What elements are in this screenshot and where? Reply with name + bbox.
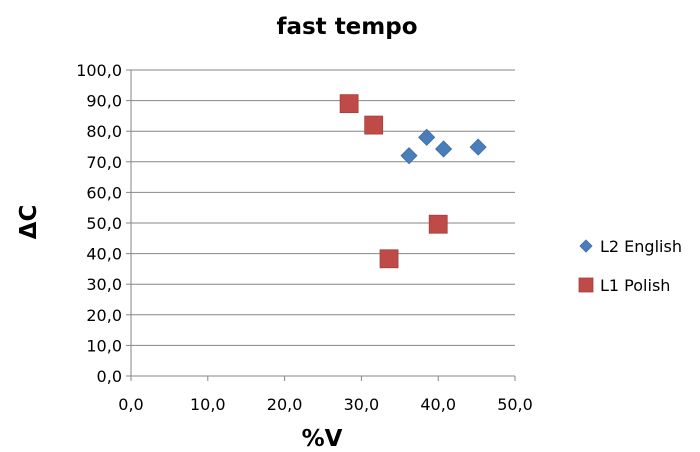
y-tick-label: 40,0	[86, 245, 122, 264]
legend: L2 English L1 Polish	[578, 237, 682, 295]
y-tick-label: 0,0	[97, 367, 122, 386]
y-tick-label: 30,0	[86, 275, 122, 294]
y-tick-label: 50,0	[86, 214, 122, 233]
x-tick-label: 40,0	[420, 395, 456, 414]
x-tick-label: 20,0	[267, 395, 303, 414]
data-points	[339, 94, 487, 269]
data-point-series-1	[469, 138, 487, 156]
x-tick-label: 10,0	[190, 395, 226, 414]
legend-marker-series-2	[578, 277, 594, 293]
data-point-series-2	[364, 115, 384, 135]
legend-label-series-2: L1 Polish	[600, 276, 670, 295]
y-tick-label: 70,0	[86, 153, 122, 172]
data-point-series-1	[435, 140, 453, 158]
legend-marker-series-1	[579, 239, 593, 253]
data-point-series-1	[418, 128, 436, 146]
y-axis-title: ΔC	[16, 205, 42, 240]
y-tick-label: 10,0	[86, 336, 122, 355]
data-point-series-1	[400, 147, 418, 165]
x-tick-label: 30,0	[344, 395, 380, 414]
y-tick-label: 20,0	[86, 306, 122, 325]
x-tick-label: 0,0	[118, 395, 143, 414]
data-point-series-2	[428, 214, 448, 234]
gridlines	[131, 69, 515, 346]
data-point-series-2	[339, 94, 359, 114]
y-tick-label: 90,0	[86, 92, 122, 111]
x-axis-title: %V	[302, 426, 343, 452]
y-tick-label: 60,0	[86, 183, 122, 202]
chart-title: fast tempo	[276, 14, 417, 40]
x-axis-tick-labels: 0,0 10,0 20,0 30,0 40,0 50,0	[118, 376, 533, 414]
legend-label-series-1: L2 English	[600, 237, 682, 256]
y-axis-tick-labels: 0,0 10,0 20,0 30,0 40,0 50,0 60,0 70,0 80,0 90,0 1…	[76, 61, 131, 386]
y-tick-label: 100,0	[76, 61, 122, 80]
x-tick-label: 50,0	[497, 395, 533, 414]
y-tick-label: 80,0	[86, 122, 122, 141]
data-point-series-2	[379, 249, 399, 269]
